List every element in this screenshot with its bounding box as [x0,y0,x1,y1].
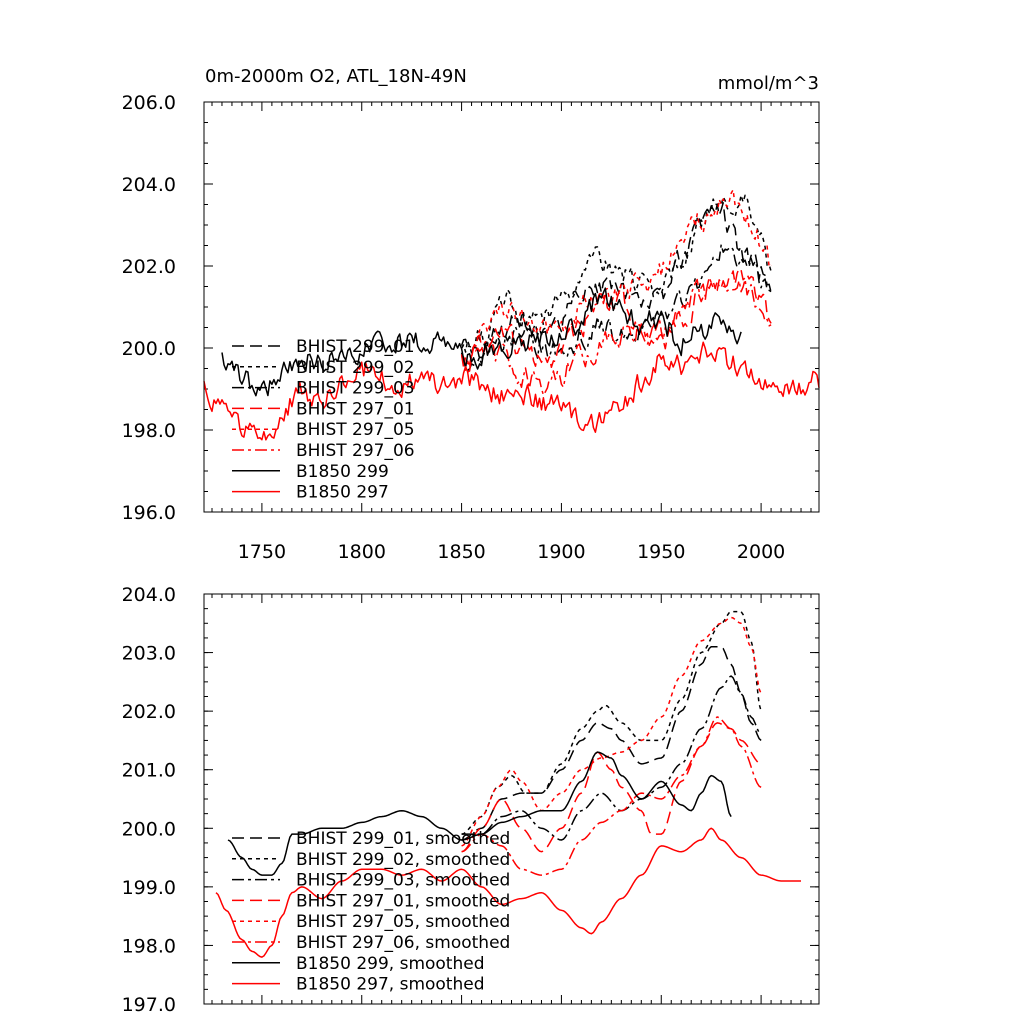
y-tick-label: 204.0 [122,584,176,606]
top-panel-frame [203,101,820,513]
bottom-panel-axes: 197.0 198.0 199.0 200.0 201.0 202.0 203.0 204.0 [122,584,819,1016]
series-line [461,675,762,841]
top-panel-units: mmol/m^3 [718,73,819,94]
series-line [215,827,801,958]
legend-label: B1850 297 [296,483,389,503]
legend-label: BHIST 297_01, smoothed [296,891,510,911]
x-tick-label: 1800 [338,541,386,563]
legend-label: B1850 297, smoothed [296,975,485,995]
legend-label: BHIST 299_02 [296,358,415,378]
series-line [460,202,772,372]
y-tick-label: 200.0 [122,818,176,840]
top-panel-title: 0m-2000m O2, ATL_18N-49N [205,66,467,87]
y-tick-label: 202.0 [122,256,176,278]
bottom-panel-series [215,610,801,958]
x-tick-label: 1750 [238,541,286,563]
legend-label: BHIST 299_01 [296,337,415,357]
series-line [461,722,762,853]
x-tick-label: 2000 [737,541,785,563]
series-line [461,716,762,876]
y-tick-label: 202.0 [122,701,176,723]
series-line [461,616,762,847]
x-tick-label: 1900 [537,541,585,563]
y-tick-label: 203.0 [122,643,176,665]
series-line [203,341,820,441]
top-panel-series [203,189,820,441]
y-tick-label: 198.0 [122,935,176,957]
y-tick-label: 199.0 [122,877,176,899]
series-line [461,610,762,835]
y-tick-label: 197.0 [122,994,176,1016]
legend-label: BHIST 299_03, smoothed [296,871,510,891]
series-line [227,751,732,876]
legend-label: BHIST 297_06, smoothed [296,933,510,953]
series-line [221,287,742,397]
series-line [460,276,772,396]
legend-label: BHIST 297_01 [296,399,415,419]
y-tick-label: 200.0 [122,338,176,360]
x-tick-label: 1950 [637,541,685,563]
legend-label: BHIST 297_05 [296,420,415,440]
top-panel-axes: 196.0 198.0 200.0 202.0 204.0 206.0 1750 1800 18… [122,92,819,563]
series-line [461,645,762,841]
series-line [460,189,772,369]
y-tick-label: 206.0 [122,92,176,114]
y-tick-label: 204.0 [122,174,176,196]
legend-label: BHIST 297_06 [296,441,415,461]
x-tick-label: 1850 [437,541,485,563]
y-tick-label: 198.0 [122,420,176,442]
bottom-panel: 197.0 198.0 199.0 200.0 201.0 202.0 203.0 204.0… [122,584,820,1016]
legend-label: BHIST 299_01, smoothed [296,829,510,849]
top-panel: 0m-2000m O2, ATL_18N-49N mmol/m^3 196.01… [122,66,820,563]
y-tick-label: 201.0 [122,760,176,782]
bottom-panel-frame [203,593,820,1005]
legend-label: B1850 299, smoothed [296,954,485,974]
legend-label: B1850 299 [296,462,389,482]
legend-label: BHIST 299_02, smoothed [296,850,510,870]
legend-label: BHIST 299_03 [296,379,415,399]
y-tick-label: 196.0 [122,502,176,524]
legend-label: BHIST 297_05, smoothed [296,912,510,932]
